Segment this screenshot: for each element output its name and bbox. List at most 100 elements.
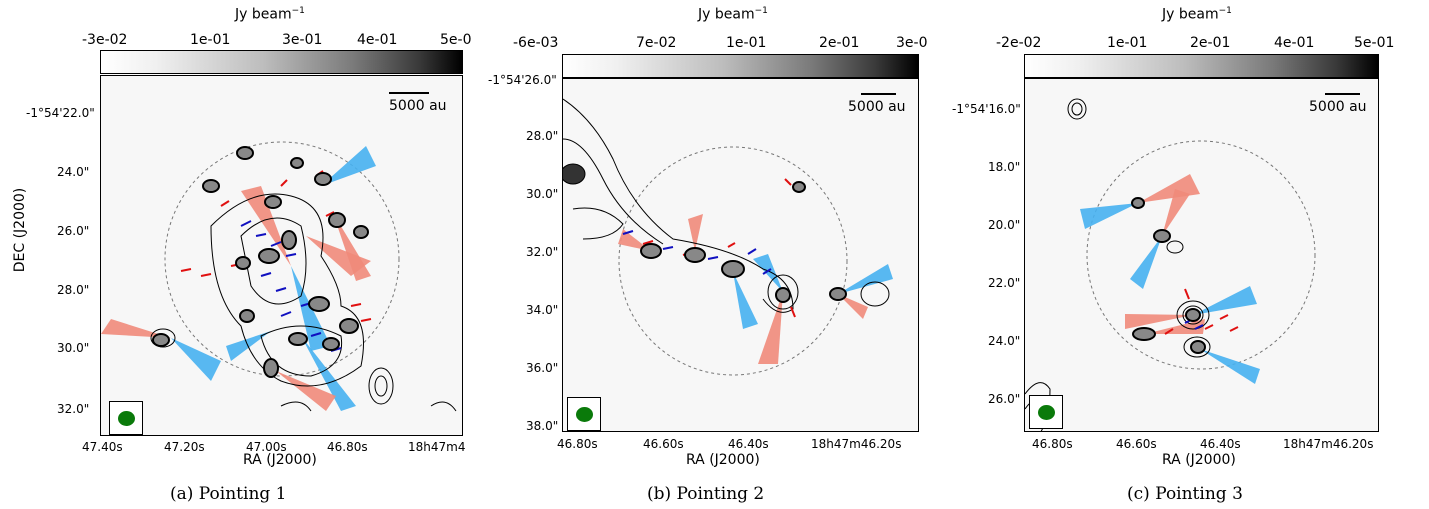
beam-box xyxy=(1029,395,1063,429)
x-tick: 47.20s xyxy=(164,440,205,454)
x-axis-label: RA (J2000) xyxy=(243,452,317,468)
red-lobe xyxy=(618,229,651,251)
primary-beam-circle xyxy=(1086,140,1316,370)
blue-lobe xyxy=(838,294,868,319)
contour xyxy=(430,401,457,412)
scalebar-label: 5000 au xyxy=(1309,99,1367,115)
red-lobe xyxy=(1162,189,1190,236)
panel-caption: (c) Pointing 3 xyxy=(1127,484,1243,504)
colorbar-tick: 2e-01 xyxy=(819,35,860,51)
panel-b: Jy beam−1 -6e-03 7e-02 1e-01 2e-01 3e-0 … xyxy=(476,0,952,509)
plot-overlay xyxy=(563,98,893,376)
x-tick: 46.60s xyxy=(1116,437,1157,451)
y-tick: 22.0" xyxy=(988,276,1021,290)
colorbar-tick: 5e-01 xyxy=(1354,35,1395,51)
colorbar xyxy=(100,50,463,74)
contour xyxy=(1183,336,1211,358)
x-tick: 46.80s xyxy=(557,437,598,451)
y-tick: 28.0" xyxy=(526,129,559,143)
panel-c: Jy beam−1 -2e-02 1e-01 2e-01 4e-01 5e-01… xyxy=(952,0,1429,509)
plot-overlay xyxy=(101,141,457,412)
x-tick: 18h47m4 xyxy=(408,440,466,454)
x-tick: 46.60s xyxy=(643,437,684,451)
colorbar-tick: 1e-01 xyxy=(1107,35,1148,51)
blue-lobe xyxy=(753,254,783,292)
colorbar-unit-exp: −1 xyxy=(754,6,768,16)
y-tick: 30.0" xyxy=(57,341,90,355)
contour xyxy=(1067,98,1087,120)
plot-overlay xyxy=(1025,98,1316,431)
panel-caption: (a) Pointing 1 xyxy=(170,484,287,504)
blue-lobe xyxy=(301,336,356,411)
y-tick: 18.0" xyxy=(988,160,1021,174)
x-tick: 47.00s xyxy=(246,440,287,454)
blue-lobe xyxy=(1200,349,1260,384)
blue-vectors xyxy=(622,230,772,275)
plot-area: 5000 au xyxy=(1024,78,1379,432)
y-tick: 24.0" xyxy=(57,165,90,179)
panel-caption: (b) Pointing 2 xyxy=(647,484,765,504)
x-tick: 46.80s xyxy=(1032,437,1073,451)
scalebar-line xyxy=(1325,93,1360,95)
colorbar-tick: 3e-0 xyxy=(896,35,928,51)
y-tick: 32.0" xyxy=(526,245,559,259)
colorbar-tick: 7e-02 xyxy=(636,35,677,51)
y-axis-label: DEC (J2000) xyxy=(12,187,28,273)
panel-a: Jy beam−1 -3e-02 1e-01 3e-01 4e-01 5e-0 … xyxy=(0,0,476,509)
colorbar-tick: 1e-01 xyxy=(190,32,231,48)
colorbar-unit-exp: −1 xyxy=(291,6,305,16)
colorbar-tick: -6e-03 xyxy=(513,35,559,51)
y-tick: 30.0" xyxy=(526,187,559,201)
scalebar-line xyxy=(861,93,896,95)
colorbar-title: Jy beam−1 xyxy=(698,6,768,23)
blue-lobe xyxy=(1130,236,1162,289)
colorbar-title: Jy beam−1 xyxy=(235,6,305,23)
x-tick: 47.40s xyxy=(82,440,123,454)
contour xyxy=(563,138,664,245)
red-vectors xyxy=(180,170,372,322)
blue-lobe xyxy=(321,146,376,186)
red-lobe xyxy=(1145,319,1205,334)
red-lobe xyxy=(1125,314,1193,329)
contour xyxy=(1182,305,1204,325)
colorbar-tick: 4e-01 xyxy=(1274,35,1315,51)
colorbar-tick: 5e-0 xyxy=(440,32,472,48)
colorbar-tick: 3e-01 xyxy=(282,32,323,48)
y-tick: 36.0" xyxy=(526,361,559,375)
contour xyxy=(860,281,890,307)
colorbar-unit: Jy beam xyxy=(698,6,755,23)
colorbar xyxy=(1024,54,1379,78)
scalebar-line xyxy=(389,92,429,94)
y-tick: 26.0" xyxy=(988,392,1021,406)
contour xyxy=(374,375,388,397)
x-tick: 18h47m46.20s xyxy=(811,437,902,451)
source-markers xyxy=(640,181,847,303)
y-tick: 20.0" xyxy=(988,218,1021,232)
contour xyxy=(240,217,307,305)
x-tick: 46.40s xyxy=(728,437,769,451)
colorbar-tick: -3e-02 xyxy=(82,32,128,48)
contour xyxy=(150,328,176,348)
source-markers xyxy=(152,146,369,378)
y-tick: 34.0" xyxy=(526,303,559,317)
colorbar-tick: 2e-01 xyxy=(1190,35,1231,51)
red-lobe xyxy=(688,214,703,251)
contour xyxy=(572,207,624,240)
y-tick: 26.0" xyxy=(57,224,90,238)
y-tick: -1°54'16.0" xyxy=(952,102,1021,116)
source-markers xyxy=(1131,197,1206,354)
colorbar xyxy=(562,54,919,78)
red-vectors xyxy=(1164,288,1239,335)
x-tick: 46.40s xyxy=(1200,437,1241,451)
red-lobe xyxy=(333,213,371,281)
x-tick: 46.80s xyxy=(327,440,368,454)
y-tick: 32.0" xyxy=(57,402,90,416)
beam-box xyxy=(567,397,601,431)
beam-ellipse xyxy=(576,407,593,422)
colorbar-unit: Jy beam xyxy=(235,6,292,23)
contour xyxy=(280,401,312,412)
contour xyxy=(368,367,394,405)
y-tick: 28.0" xyxy=(57,283,90,297)
red-lobe xyxy=(276,371,336,411)
contour xyxy=(1166,240,1184,254)
